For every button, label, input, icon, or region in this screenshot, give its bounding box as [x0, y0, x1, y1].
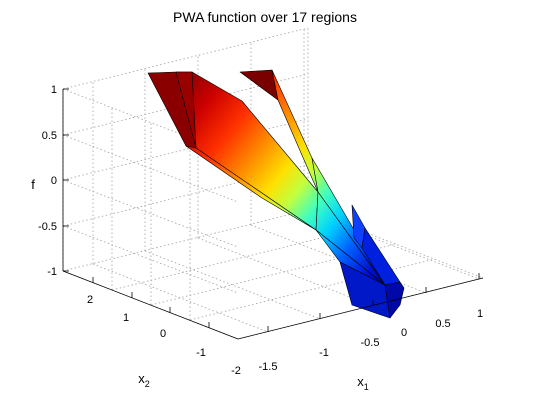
y-tick-label: -1	[196, 347, 206, 359]
x-axis-label: x1	[357, 374, 369, 392]
y-tick-label: 1	[123, 312, 129, 324]
z-tick-labels: 1 0.5 0 -0.5 -1	[38, 84, 57, 278]
z-tick-label: 0.5	[42, 130, 57, 142]
x-tick-label: -0.5	[361, 337, 380, 349]
y-tick-label: 0	[160, 328, 166, 340]
tick-marks	[63, 88, 480, 332]
x-tick-label: 1	[477, 308, 483, 320]
x-tick-label: 0.5	[435, 318, 450, 330]
surface-region	[191, 71, 319, 231]
axis-lines	[62, 89, 484, 340]
y-tick-label: -2	[231, 365, 241, 377]
y-axis-label-main: x	[138, 371, 145, 386]
surface-region	[239, 69, 279, 101]
pwa-surface	[147, 69, 405, 319]
z-tick-label: -1	[47, 266, 57, 278]
y-axis-label: x2	[138, 371, 150, 389]
x-axis-label-sub: 1	[364, 382, 369, 392]
x-axis-line	[237, 277, 484, 340]
x-tick-label: -1	[319, 347, 329, 359]
z-tick-label: -0.5	[38, 221, 57, 233]
y-tick-labels: 2 1 0 -1 -2	[87, 294, 241, 377]
x-axis-label-main: x	[357, 374, 364, 389]
z-tick-label: 0	[51, 175, 57, 187]
z-axis-label: f	[31, 177, 35, 192]
x-tick-labels: -1.5 -1 -0.5 0 0.5 1	[259, 308, 484, 373]
z-tick-label: 1	[51, 84, 57, 96]
x-tick-label: 0	[401, 327, 407, 339]
x-tick-label: -1.5	[259, 361, 278, 373]
y-tick-label: 2	[87, 294, 93, 306]
chart-title: PWA function over 17 regions	[173, 9, 357, 25]
y-axis-label-sub: 2	[145, 379, 150, 389]
